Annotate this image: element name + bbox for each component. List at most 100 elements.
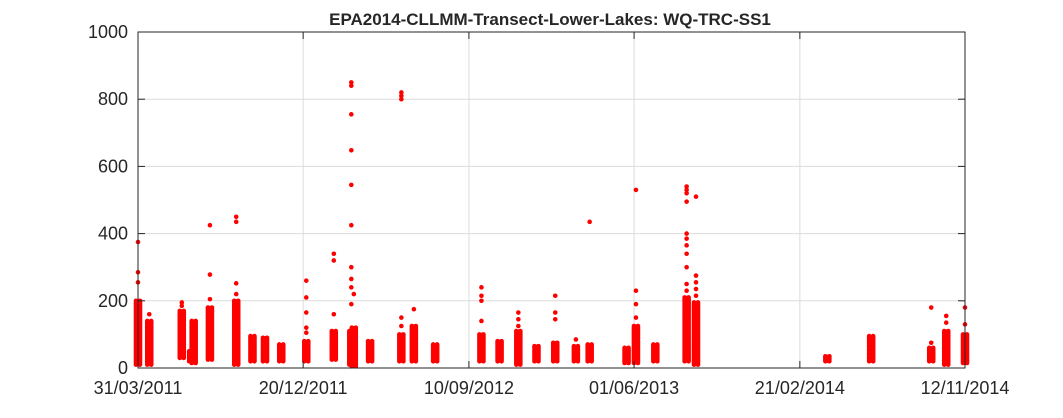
x-tick-label: 10/09/2012 <box>424 378 514 398</box>
x-axis-tick-labels: 31/03/2011 20/12/2011 10/09/2012 01/06/2013… <box>94 378 1010 398</box>
data-point <box>399 323 404 329</box>
data-point <box>181 308 187 314</box>
data-point <box>684 190 689 196</box>
x-tick-label: 21/02/2014 <box>755 378 845 398</box>
data-point <box>516 310 521 315</box>
data-point <box>964 332 970 337</box>
data-point <box>349 147 354 153</box>
x-tick-label: 01/06/2013 <box>589 378 679 398</box>
data-point <box>945 328 951 334</box>
data-point <box>207 272 213 277</box>
data-point <box>179 303 185 309</box>
data-point <box>684 236 689 241</box>
data-point <box>655 342 660 347</box>
data-point <box>684 243 689 248</box>
data-point <box>633 301 639 307</box>
axis-ticks <box>137 31 966 369</box>
data-point <box>516 316 521 322</box>
data-point <box>943 313 949 319</box>
data-point <box>554 340 560 346</box>
data-point <box>233 214 239 220</box>
x-tick-label: 20/12/2011 <box>259 378 348 398</box>
data-point <box>626 345 631 351</box>
data-point <box>552 293 558 299</box>
data-point <box>303 330 309 336</box>
data-point <box>207 222 213 228</box>
data-point <box>693 293 699 299</box>
data-point <box>635 323 641 329</box>
data-point <box>233 281 239 286</box>
data-point <box>399 90 404 95</box>
data-point <box>349 276 354 282</box>
data-point <box>633 315 639 320</box>
data-point <box>413 323 419 329</box>
data-point <box>411 306 417 312</box>
data-point <box>264 335 270 341</box>
data-point <box>684 187 689 193</box>
data-point <box>179 300 185 305</box>
y-tick-label: 0 <box>118 358 128 378</box>
data-point <box>479 285 484 290</box>
data-point <box>349 222 354 228</box>
data-point <box>516 323 521 329</box>
data-point <box>333 328 339 334</box>
data-point <box>928 305 934 310</box>
data-point <box>552 316 558 322</box>
data-point <box>684 281 689 287</box>
data-point <box>349 285 354 290</box>
data-point <box>693 286 699 292</box>
data-point <box>148 318 154 324</box>
data-point <box>349 112 354 117</box>
data-point <box>193 318 198 324</box>
data-point <box>693 194 699 199</box>
data-point <box>209 305 215 310</box>
data-point <box>349 182 354 188</box>
data-point <box>695 300 701 305</box>
data-point <box>235 298 241 304</box>
data-point <box>633 187 639 193</box>
data-point <box>303 295 309 300</box>
data-point <box>351 291 357 297</box>
data-point <box>693 273 699 278</box>
x-tick-label: 12/11/2014 <box>921 378 1010 398</box>
data-point <box>349 83 354 89</box>
data-point <box>331 311 337 317</box>
data-point <box>686 295 691 300</box>
data-point <box>587 219 592 225</box>
data-point <box>481 332 486 337</box>
data-point <box>369 338 375 344</box>
data-point <box>349 264 354 270</box>
data-point <box>207 296 213 302</box>
data-point <box>401 332 406 337</box>
y-tick-label: 600 <box>98 156 128 176</box>
y-tick-label: 800 <box>98 89 128 109</box>
data-point <box>349 80 354 85</box>
data-point <box>305 338 311 344</box>
data-point <box>693 280 699 285</box>
data-point <box>928 340 934 346</box>
data-point <box>684 264 689 270</box>
plot-frame <box>137 31 966 369</box>
data-point <box>280 342 286 347</box>
x-tick-label: 31/03/2011 <box>94 378 183 398</box>
y-tick-label: 1000 <box>88 22 128 42</box>
data-point <box>349 301 354 307</box>
data-point <box>479 298 484 304</box>
data-point <box>575 343 581 349</box>
data-point <box>589 342 594 347</box>
data-point <box>399 315 404 320</box>
data-point <box>930 345 936 351</box>
data-point <box>399 96 404 102</box>
data-point <box>943 320 949 325</box>
data-point <box>684 251 689 257</box>
data-point <box>479 293 484 299</box>
data-point <box>331 251 337 257</box>
data-point <box>684 199 689 204</box>
data-points <box>133 80 970 369</box>
data-point <box>552 310 558 315</box>
data-point <box>303 278 309 283</box>
data-point <box>499 338 504 344</box>
data-point <box>434 342 440 347</box>
data-point <box>353 325 359 330</box>
